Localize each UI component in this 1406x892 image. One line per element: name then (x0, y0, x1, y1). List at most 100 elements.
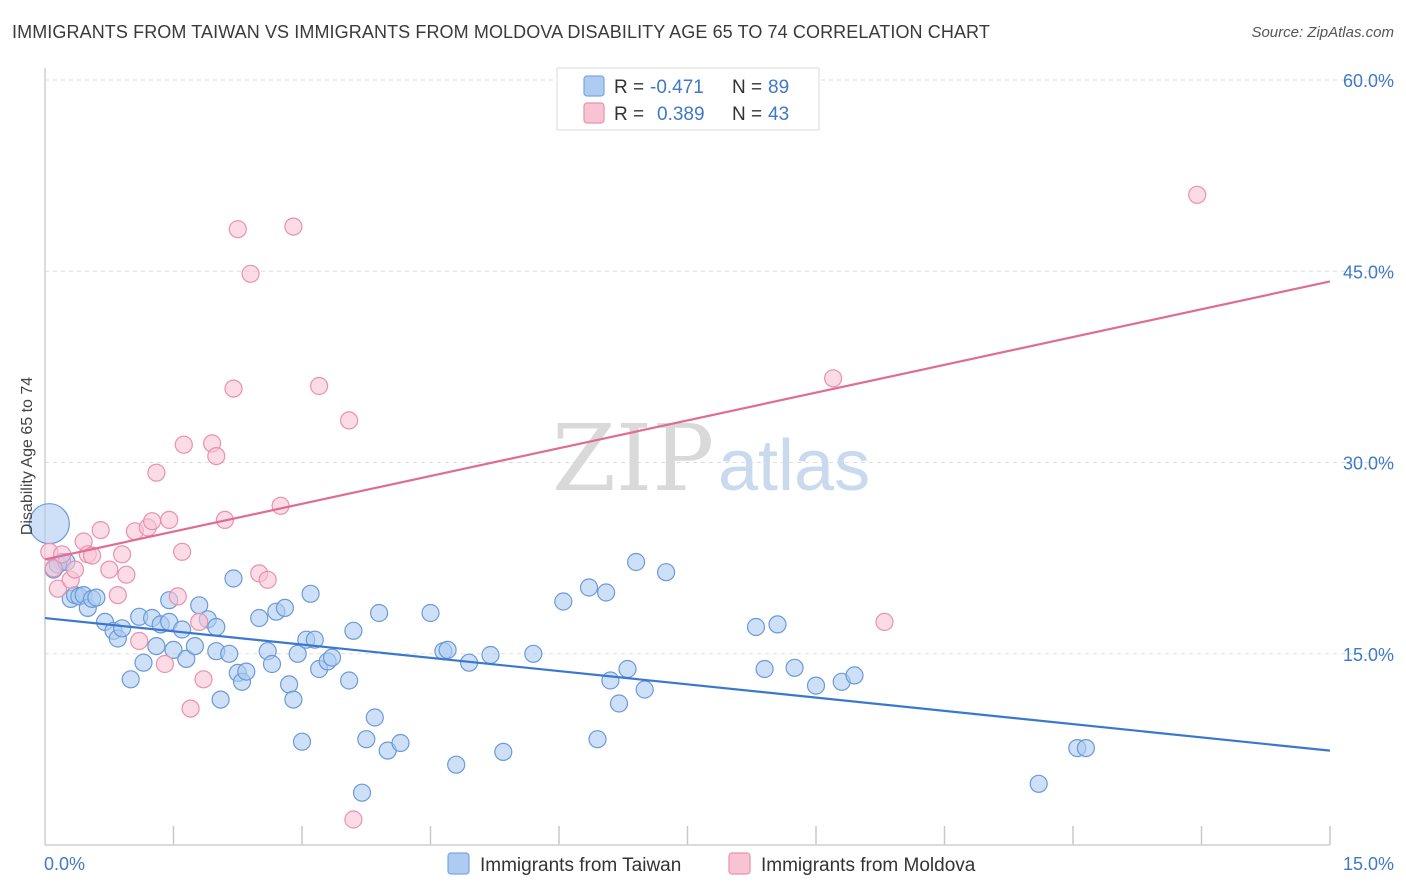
point-taiwan (280, 675, 299, 694)
point-moldova (241, 264, 260, 283)
point-taiwan (177, 649, 196, 669)
point-moldova (194, 670, 213, 689)
point-taiwan (626, 552, 646, 572)
chart-title: IMMIGRANTS FROM TAIWAN VS IMMIGRANTS FRO… (12, 22, 990, 42)
legend-n-value-moldova: 43 (768, 104, 789, 125)
point-moldova (168, 587, 187, 606)
point-moldova (143, 512, 162, 531)
point-taiwan (447, 755, 466, 774)
point-taiwan (262, 654, 282, 674)
point-taiwan (147, 636, 166, 656)
point-taiwan (211, 690, 230, 709)
y-tick-label: 60.0% (1343, 71, 1394, 91)
point-taiwan (365, 708, 384, 727)
point-taiwan (806, 676, 826, 695)
point-moldova (160, 510, 179, 530)
bottom-legend-swatch-taiwan (447, 852, 470, 875)
legend-r-label-moldova: R = (614, 104, 644, 125)
point-moldova (310, 376, 329, 396)
trend-line-moldova (44, 280, 1331, 561)
point-taiwan (207, 617, 226, 637)
point-moldova (207, 447, 226, 466)
legend-n-value-taiwan: 89 (768, 77, 789, 98)
legend-n-label-taiwan: N = (732, 77, 762, 98)
point-taiwan (391, 733, 410, 753)
point-taiwan (357, 730, 376, 749)
point-moldova (228, 220, 247, 239)
point-moldova (82, 546, 102, 565)
watermark-atlas: atlas (718, 426, 870, 506)
point-taiwan (421, 603, 440, 623)
point-taiwan (1076, 738, 1096, 758)
series-taiwan-points (28, 503, 1096, 802)
point-moldova (100, 560, 119, 579)
point-moldova (823, 369, 843, 388)
y-tick-label: 45.0% (1343, 262, 1394, 282)
point-taiwan (1029, 774, 1048, 793)
point-taiwan (185, 636, 204, 656)
point-taiwan (494, 742, 513, 762)
legend-swatch-moldova (583, 102, 605, 124)
point-moldova (65, 560, 85, 579)
point-moldova (44, 559, 63, 578)
point-moldova (271, 496, 290, 515)
y-tick-label: 15.0% (1343, 645, 1394, 665)
point-moldova (108, 585, 127, 605)
point-taiwan (173, 620, 192, 639)
top-legend: R = -0.471 N = 89 R = 0.389 N = 43 (556, 67, 820, 131)
point-taiwan (121, 670, 140, 689)
point-taiwan (322, 648, 342, 667)
point-moldova (224, 379, 243, 398)
point-moldova (48, 579, 68, 598)
point-taiwan (275, 598, 294, 618)
trend-line-taiwan (44, 616, 1331, 752)
point-moldova (155, 654, 174, 674)
point-taiwan (609, 694, 629, 713)
point-taiwan (344, 621, 363, 640)
point-taiwan (596, 583, 616, 602)
point-taiwan (785, 658, 804, 677)
point-taiwan (618, 659, 637, 679)
gridlines (45, 79, 1394, 655)
y-tick-labels: 15.0% 30.0% 45.0% 60.0% (1343, 71, 1394, 665)
x-tick-label-max: 15.0% (1343, 854, 1394, 874)
point-moldova (130, 631, 149, 651)
point-taiwan (87, 588, 106, 607)
legend-r-value-taiwan: -0.471 (650, 77, 704, 98)
point-moldova (344, 810, 363, 829)
point-moldova (190, 612, 209, 632)
x-tick-label-min: 0.0% (44, 854, 85, 874)
point-taiwan (579, 578, 599, 597)
point-taiwan (237, 662, 256, 681)
x-axis-ticks (172, 826, 1331, 845)
point-taiwan (438, 640, 457, 660)
point-taiwan (220, 644, 239, 663)
point-moldova (112, 545, 132, 564)
point-moldova (258, 570, 277, 589)
point-moldova (117, 565, 136, 584)
point-moldova (91, 520, 110, 540)
point-moldova (174, 435, 193, 454)
point-taiwan (588, 730, 607, 749)
point-taiwan (284, 690, 303, 709)
point-taiwan (352, 783, 372, 802)
point-moldova (875, 612, 894, 632)
point-taiwan (288, 644, 307, 663)
point-taiwan (656, 563, 676, 582)
point-taiwan (755, 659, 774, 679)
point-taiwan (292, 732, 312, 751)
bottom-legend-label-taiwan: Immigrants from Taiwan (480, 855, 681, 876)
watermark-zip: ZIP (552, 405, 714, 512)
point-taiwan (601, 671, 620, 690)
point-taiwan (768, 615, 787, 634)
point-moldova (147, 463, 166, 482)
bottom-legend-label-moldova: Immigrants from Moldova (761, 855, 976, 876)
source-credit: Source: ZipAtlas.com (1251, 24, 1394, 41)
point-taiwan (524, 644, 543, 663)
bottom-legend-swatch-moldova (728, 852, 751, 875)
legend-n-label-moldova: N = (732, 104, 762, 125)
point-taiwan (370, 603, 389, 623)
point-taiwan (134, 653, 153, 672)
point-moldova (284, 217, 303, 236)
point-taiwan (250, 608, 269, 628)
